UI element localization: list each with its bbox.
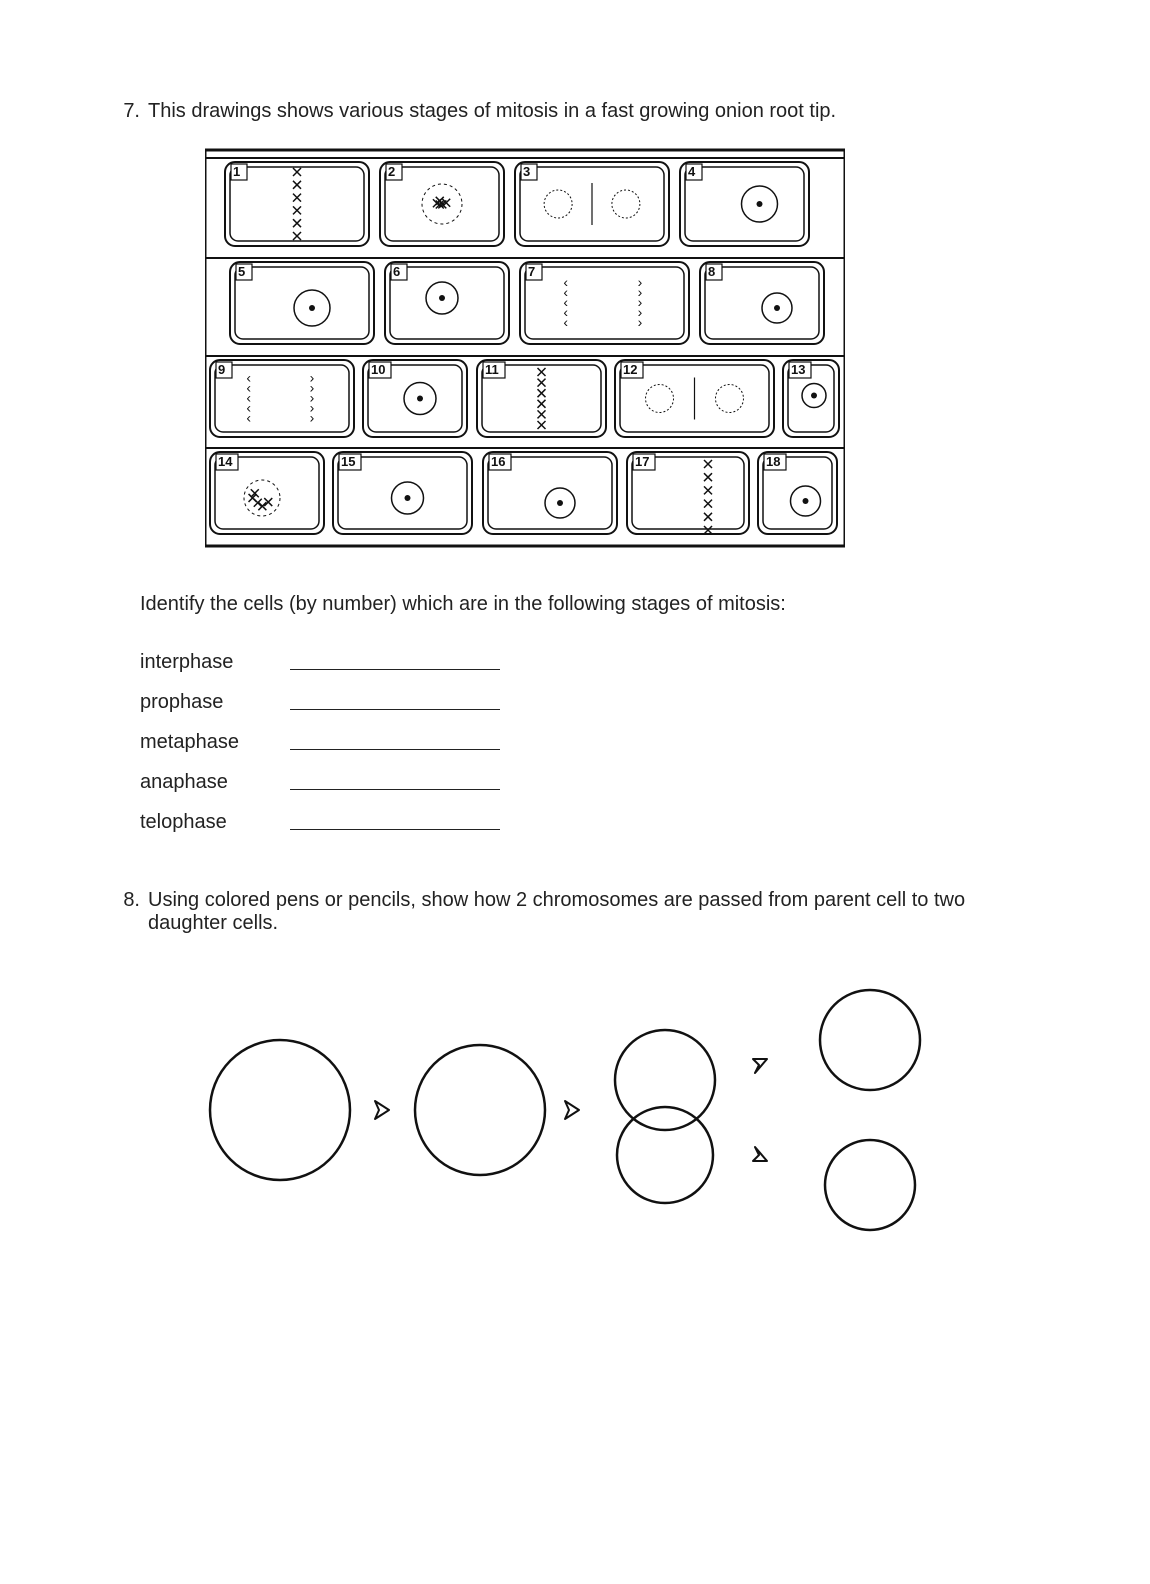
blank-anaphase[interactable] <box>290 769 500 790</box>
q7-number: 7. <box>110 100 148 123</box>
row-interphase: interphase <box>140 634 1040 674</box>
svg-text:10: 10 <box>371 362 385 377</box>
q7-prompt: This drawings shows various stages of mi… <box>148 100 1040 123</box>
q7-mitosis-diagram: 1234567‹‹‹‹‹›››››89‹‹‹‹‹›››››10111213141… <box>205 148 1040 553</box>
label-prophase: prophase <box>140 691 280 714</box>
q8-number: 8. <box>110 889 148 912</box>
svg-text:8: 8 <box>708 264 715 279</box>
row-anaphase: anaphase <box>140 754 1040 794</box>
svg-text:7: 7 <box>528 264 535 279</box>
q7-answer-table: interphase prophase metaphase anaphase t… <box>140 634 1040 834</box>
svg-text:1: 1 <box>233 164 240 179</box>
svg-text:9: 9 <box>218 362 225 377</box>
q8-chromosome-diagram <box>170 970 1040 1255</box>
blank-metaphase[interactable] <box>290 729 500 750</box>
svg-text:2: 2 <box>388 164 395 179</box>
svg-text:‹: ‹ <box>246 410 251 426</box>
svg-text:3: 3 <box>523 164 530 179</box>
worksheet-page: 7. This drawings shows various stages of… <box>0 0 1150 1584</box>
question-8: 8. Using colored pens or pencils, show h… <box>110 889 1040 935</box>
svg-text:6: 6 <box>393 264 400 279</box>
svg-text:11: 11 <box>485 362 499 377</box>
row-telophase: telophase <box>140 794 1040 834</box>
label-interphase: interphase <box>140 651 280 674</box>
svg-text:17: 17 <box>635 454 649 469</box>
label-telophase: telophase <box>140 811 280 834</box>
svg-text:5: 5 <box>238 264 245 279</box>
q8-svg <box>170 970 950 1250</box>
row-prophase: prophase <box>140 674 1040 714</box>
label-metaphase: metaphase <box>140 731 280 754</box>
blank-interphase[interactable] <box>290 649 500 670</box>
q7-identify-instruction: Identify the cells (by number) which are… <box>140 593 1040 616</box>
q7-svg: 1234567‹‹‹‹‹›››››89‹‹‹‹‹›››››10111213141… <box>205 148 845 548</box>
svg-text:15: 15 <box>341 454 355 469</box>
blank-prophase[interactable] <box>290 689 500 710</box>
svg-text:14: 14 <box>218 454 233 469</box>
svg-text:‹: ‹ <box>563 314 568 330</box>
label-anaphase: anaphase <box>140 771 280 794</box>
q8-prompt: Using colored pens or pencils, show how … <box>148 889 1040 935</box>
blank-telophase[interactable] <box>290 809 500 830</box>
svg-text:›: › <box>638 314 643 330</box>
svg-text:›: › <box>310 410 315 426</box>
svg-text:13: 13 <box>791 362 805 377</box>
svg-text:18: 18 <box>766 454 780 469</box>
svg-text:16: 16 <box>491 454 505 469</box>
svg-text:12: 12 <box>623 362 637 377</box>
svg-text:4: 4 <box>688 164 696 179</box>
row-metaphase: metaphase <box>140 714 1040 754</box>
question-7: 7. This drawings shows various stages of… <box>110 100 1040 123</box>
